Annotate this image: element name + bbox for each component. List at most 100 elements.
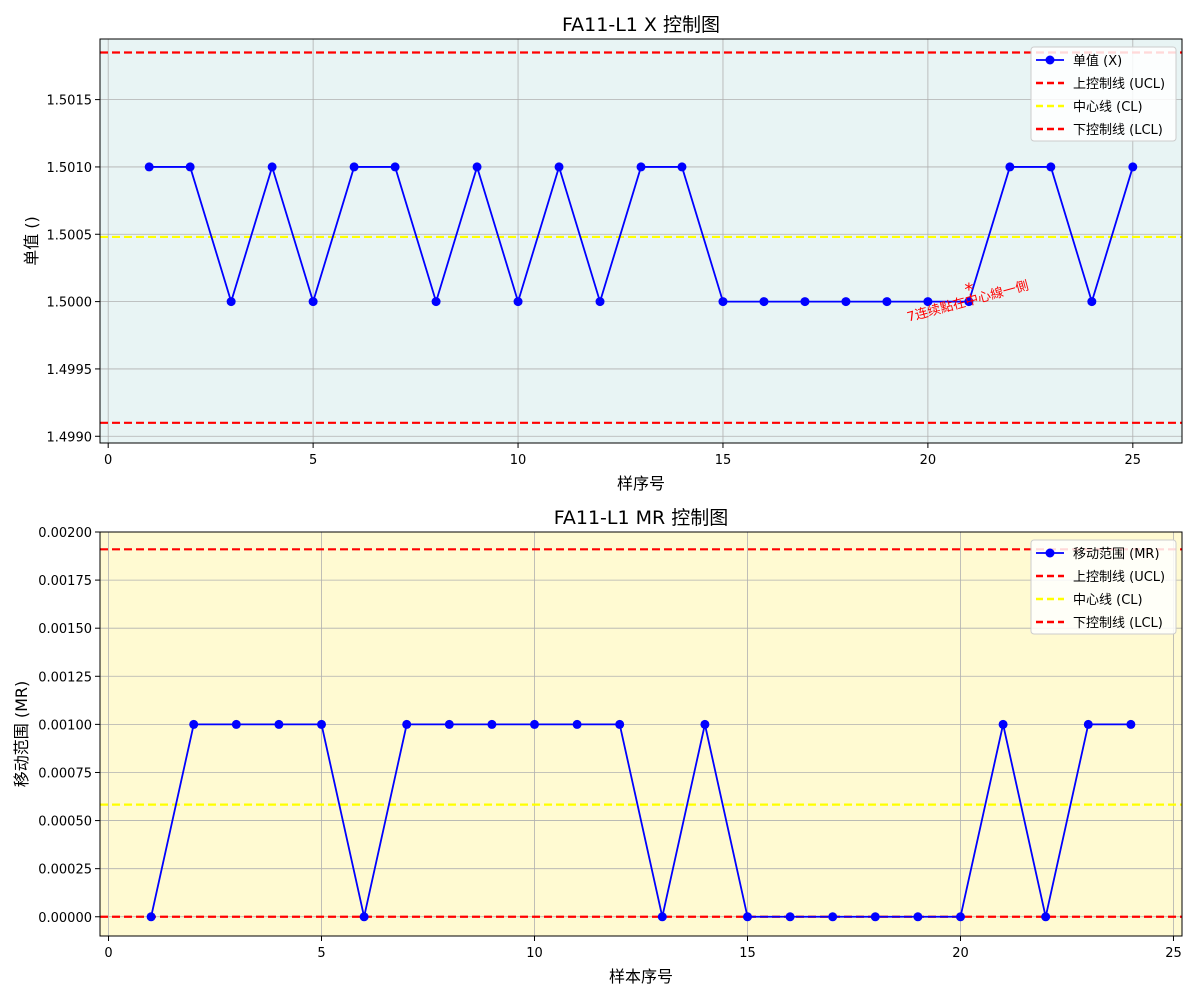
data-point xyxy=(1087,297,1097,307)
chart-title: FA11-L1 X 控制图 xyxy=(562,14,720,36)
x-tick-label: 5 xyxy=(317,946,325,961)
data-point xyxy=(882,297,892,307)
data-point xyxy=(923,297,933,307)
data-point xyxy=(231,719,241,729)
data-point xyxy=(267,162,277,172)
data-point xyxy=(146,912,156,922)
data-point xyxy=(677,162,687,172)
chart-2: 0 5 10 15 20 25 0.00000 0.00025 0.00050 0.00075 0.… xyxy=(12,507,1183,986)
x-axis-label: 样序号 xyxy=(617,474,665,493)
data-point xyxy=(349,162,359,172)
data-point xyxy=(431,297,441,307)
legend-label-4: 下控制线 (LCL) xyxy=(1073,616,1163,631)
y-tick-label: 1.5000 xyxy=(47,296,93,311)
x-tick-label: 0 xyxy=(104,946,112,961)
legend-label-1: 单值 (X) xyxy=(1073,53,1122,69)
x-tick-label: 25 xyxy=(1165,946,1182,961)
y-tick-label: 0.00050 xyxy=(38,815,92,830)
plot-background xyxy=(100,532,1182,936)
data-point xyxy=(742,912,752,922)
annotation-marker: * xyxy=(964,279,973,300)
legend-label-4: 下控制线 (LCL) xyxy=(1073,123,1163,138)
y-tick-label: 0.00075 xyxy=(38,766,92,781)
x-tick-label: 25 xyxy=(1125,453,1142,468)
legend-label-2: 上控制线 (UCL) xyxy=(1073,570,1165,585)
x-tick-label: 10 xyxy=(510,453,527,468)
legend-label-3: 中心线 (CL) xyxy=(1073,100,1143,115)
legend-marker xyxy=(1045,548,1055,558)
data-point xyxy=(1083,719,1093,729)
data-point xyxy=(487,719,497,729)
data-point xyxy=(274,719,284,729)
series-line xyxy=(150,723,1131,918)
axes-frame xyxy=(99,531,1183,937)
data-point xyxy=(572,719,582,729)
legend: 单值 (X) 上控制线 (UCL) 中心线 (CL) 下控制线 (LCL) xyxy=(1030,46,1177,142)
data-point xyxy=(359,912,369,922)
data-point xyxy=(1041,912,1051,922)
x-tick-label: 15 xyxy=(715,453,732,468)
data-point xyxy=(390,162,400,172)
data-point xyxy=(595,297,605,307)
data-point xyxy=(1046,162,1056,172)
y-axis-label: 单值 () xyxy=(22,216,41,266)
data-point xyxy=(913,912,923,922)
plot-background xyxy=(100,39,1182,443)
data-point xyxy=(530,719,540,729)
legend-label-1: 移动范围 (MR) xyxy=(1073,547,1160,562)
axes-frame xyxy=(99,38,1183,444)
data-point xyxy=(955,912,965,922)
data-point xyxy=(718,297,728,307)
x-tick-label: 15 xyxy=(739,946,756,961)
data-point xyxy=(1128,162,1138,172)
y-tick-label: 1.5005 xyxy=(47,228,93,243)
data-point xyxy=(308,297,318,307)
x-axis-label: 样本序号 xyxy=(609,967,673,986)
data-point xyxy=(1005,162,1015,172)
legend-marker xyxy=(1045,55,1055,65)
x-tick-label: 5 xyxy=(309,453,317,468)
x-tick-label: 20 xyxy=(952,946,969,961)
y-tick-label: 0.00000 xyxy=(38,911,92,926)
data-point xyxy=(189,719,199,729)
legend-box xyxy=(1030,539,1177,635)
data-point xyxy=(472,162,482,172)
chart-title: FA11-L1 MR 控制图 xyxy=(554,507,729,529)
data-point xyxy=(185,162,195,172)
x-tick-label: 20 xyxy=(920,453,937,468)
legend: 移动范围 (MR) 上控制线 (UCL) 中心线 (CL) 下控制线 (LCL) xyxy=(1030,539,1177,635)
data-point xyxy=(800,297,810,307)
data-point xyxy=(785,912,795,922)
y-tick-label: 0.00175 xyxy=(38,574,92,589)
y-tick-label: 0.00150 xyxy=(38,622,92,637)
data-point xyxy=(444,719,454,729)
data-point xyxy=(513,297,523,307)
legend-label-3: 中心线 (CL) xyxy=(1073,593,1143,608)
y-tick-label: 1.5010 xyxy=(47,161,93,176)
y-tick-label: 1.4995 xyxy=(47,363,93,378)
y-tick-label: 0.00125 xyxy=(38,670,92,685)
y-axis-label: 移动范围 (MR) xyxy=(12,681,31,788)
data-point xyxy=(554,162,564,172)
data-point xyxy=(998,719,1008,729)
data-point xyxy=(615,719,625,729)
y-tick-label: 0.00100 xyxy=(38,718,92,733)
data-point xyxy=(759,297,769,307)
y-tick-label: 0.00200 xyxy=(38,526,92,541)
legend-label-2: 上控制线 (UCL) xyxy=(1073,77,1165,92)
data-point xyxy=(828,912,838,922)
data-point xyxy=(700,719,710,729)
data-point xyxy=(870,912,880,922)
y-tick-label: 0.00025 xyxy=(38,863,92,878)
data-point xyxy=(402,719,412,729)
data-point xyxy=(964,297,974,307)
data-point xyxy=(226,297,236,307)
y-tick-label: 1.5015 xyxy=(47,94,93,109)
legend-box xyxy=(1030,46,1177,142)
data-point xyxy=(144,162,154,172)
data-point xyxy=(1126,719,1136,729)
x-tick-label: 0 xyxy=(104,453,112,468)
data-point xyxy=(841,297,851,307)
